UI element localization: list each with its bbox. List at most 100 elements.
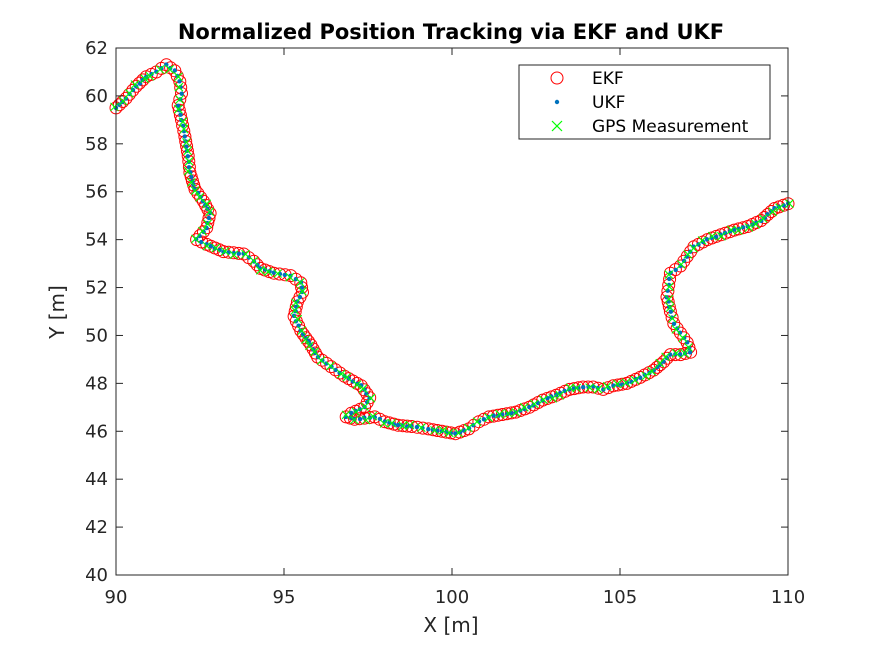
chart-title: Normalized Position Tracking via EKF and… [178,20,724,44]
gps-point [387,418,397,428]
ukf-point [199,239,204,245]
gps-point [118,96,128,106]
gps-point [379,419,389,428]
gps-point [130,80,140,89]
ekf-point [360,387,374,401]
ukf-point [172,68,177,73]
y-tick-label: 52 [85,278,108,299]
ukf-point [740,225,746,230]
ukf-point [333,367,338,373]
gps-point [295,278,305,287]
gps-point [630,375,640,385]
gps-point [173,104,183,114]
ekf-point [329,363,342,377]
gps-point [358,384,368,394]
gps-point [593,384,603,394]
ukf-point [175,103,181,109]
y-tick-label: 54 [85,230,108,251]
ukf-point [320,358,325,363]
y-tick-label: 42 [85,517,108,538]
gps-point [519,402,529,412]
gps-point [175,95,184,104]
gps-point [503,409,513,418]
ekf-point [294,324,308,338]
legend-box [518,64,771,140]
y-tick-label: 48 [85,373,108,394]
gps-point [548,394,558,403]
gps-point [454,428,463,438]
ukf-point [395,422,401,428]
y-tick-label: 50 [85,325,108,346]
ekf-point [306,342,320,356]
gps-point [342,372,352,382]
ukf-point [491,413,496,418]
gps-point [529,399,539,409]
gps-point [195,192,205,202]
legend-ukf-label: UKF [592,93,625,113]
y-tick-label: 56 [85,182,108,203]
ukf-point [420,425,425,431]
gps-point [310,347,319,357]
gps-point [511,408,521,417]
gps-point [174,82,184,92]
gps-point [661,352,670,362]
gps-point [202,241,212,251]
ukf-point [405,424,410,429]
gps-point [438,425,448,435]
gps-point [680,349,690,358]
gps-point [726,225,736,235]
data-marks [109,58,795,441]
gps-point [351,407,361,417]
ekf-point [122,87,136,101]
ukf-point [179,91,184,96]
ukf-point [349,410,354,416]
gps-point [182,138,191,147]
ukf-point [164,62,169,67]
ekf-point [194,190,208,204]
gps-point [676,260,686,269]
x-tick-label: 95 [273,587,296,608]
ukf-point [668,309,673,314]
ukf-point [372,415,377,420]
gps-point [565,383,575,393]
gps-point [293,314,303,324]
gps-point [758,214,768,223]
legend-gps-label: GPS Measurement [592,117,749,137]
gps-point [140,74,150,84]
x-tick-label: 90 [105,587,128,608]
ukf-point [298,280,304,285]
gps-point [361,415,371,425]
ukf-point [178,112,183,117]
gps-point [538,395,548,405]
gps-point [405,420,415,430]
gps-point [285,272,295,282]
ukf-point [481,417,487,422]
legend-ekf-marker [550,71,564,85]
gps-point [352,380,362,390]
gps-point [678,333,688,343]
gps-point [190,186,200,196]
ukf-point [362,415,367,420]
gps-point [768,207,777,217]
gps-point [430,426,439,435]
ekf-point [674,259,687,273]
legend-ukf-marker [554,99,560,105]
gps-point [316,356,326,365]
gps-point [366,393,376,403]
ekf-point [315,353,329,367]
gps-point [665,303,675,312]
ukf-point [426,427,431,432]
gps-point [665,282,674,292]
y-tick-label: 46 [85,421,108,442]
legend-gps-marker [551,120,563,132]
x-axis-label: X [m] [423,613,478,637]
gps-point [641,371,651,381]
gps-point [202,199,212,209]
gps-point [183,166,193,176]
gps-point [184,156,194,166]
gps-point [336,369,346,379]
gps-point [684,343,693,352]
gps-point [668,314,677,323]
ukf-point [414,424,420,430]
gps-point [174,72,183,82]
